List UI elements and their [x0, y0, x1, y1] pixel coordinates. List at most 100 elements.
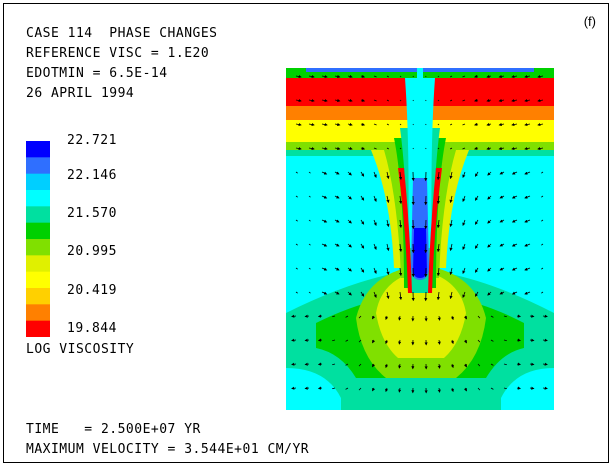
- velocity-arrow: [360, 243, 365, 249]
- velocity-arrow: [436, 243, 440, 253]
- velocity-arrow: [503, 315, 507, 318]
- velocity-arrow: [541, 291, 544, 294]
- velocity-arrow: [321, 98, 328, 103]
- velocity-arrow: [291, 314, 297, 318]
- velocity-arrow: [462, 243, 466, 251]
- velocity-arrow: [304, 362, 310, 366]
- velocity-arrow: [477, 339, 481, 343]
- velocity-arrow: [304, 386, 310, 390]
- velocity-arrow: [437, 387, 441, 393]
- velocity-arrow: [537, 122, 544, 127]
- velocity-arrow: [474, 171, 479, 177]
- colorbar-tick-2: 22.146: [67, 168, 117, 183]
- velocity-arrow: [308, 219, 311, 222]
- date: 26 APRIL 1994: [26, 86, 135, 101]
- velocity-arrow: [524, 74, 531, 79]
- velocity-arrow: [360, 171, 365, 177]
- velocity-arrow: [490, 339, 494, 342]
- velocity-arrow: [529, 338, 535, 342]
- velocity-arrow: [524, 122, 531, 127]
- velocity-arrow: [360, 267, 365, 273]
- velocity-arrow: [449, 195, 453, 204]
- velocity-arrow: [295, 219, 298, 222]
- velocity-arrow: [516, 314, 521, 318]
- velocity-arrow: [516, 386, 521, 390]
- velocity-arrow: [450, 123, 453, 126]
- velocity-arrow: [503, 387, 507, 390]
- velocity-arrow: [529, 386, 535, 390]
- header-block: CASE 114 PHASE CHANGES REFERENCE VISC = 1…: [26, 24, 218, 104]
- velocity-arrow: [373, 267, 377, 274]
- velocity-arrow: [358, 339, 362, 343]
- velocity-arrow: [317, 314, 323, 318]
- velocity-arrow: [450, 363, 454, 369]
- velocity-arrow: [398, 339, 402, 345]
- colorbar-tick-1: 22.721: [67, 133, 117, 148]
- velocity-arrow: [487, 291, 492, 296]
- velocity-arrow: [386, 99, 389, 102]
- velocity-arrow: [304, 314, 310, 318]
- velocity-arrow: [490, 363, 494, 366]
- velocity-arrow: [486, 74, 492, 78]
- colorbar: [26, 141, 50, 337]
- velocity-arrow: [450, 99, 453, 102]
- velocity-arrow: [462, 291, 466, 299]
- velocity-arrow: [360, 219, 365, 225]
- velocity-arrow: [463, 363, 467, 368]
- velocity-arrow: [347, 146, 353, 150]
- velocity-arrow: [537, 74, 544, 79]
- velocity-arrow: [334, 74, 341, 79]
- velocity-arrow: [450, 315, 454, 321]
- velocity-arrow: [295, 122, 302, 127]
- velocity-arrow: [373, 291, 377, 298]
- velocity-arrow: [385, 315, 389, 321]
- velocity-arrow: [308, 243, 311, 246]
- velocity-arrow: [462, 267, 466, 275]
- velocity-arrow: [398, 387, 402, 393]
- velocity-arrow: [474, 243, 479, 249]
- velocity-arrow: [295, 74, 302, 79]
- velocity-arrow: [511, 267, 518, 271]
- velocity-arrow: [308, 267, 311, 270]
- velocity-arrow: [321, 171, 328, 175]
- velocity-arrow: [511, 146, 518, 151]
- velocity-arrow: [474, 291, 479, 297]
- velocity-arrow: [373, 219, 377, 226]
- velocity-arrow: [347, 74, 353, 78]
- colorbar-band: [26, 157, 50, 175]
- velocity-arrow: [477, 315, 481, 319]
- velocity-arrow: [295, 98, 302, 103]
- panel-label: (f): [583, 14, 596, 29]
- velocity-arrow: [498, 122, 505, 127]
- velocity-arrow: [511, 171, 518, 175]
- velocity-arrow: [372, 363, 376, 368]
- velocity-arrow: [347, 122, 353, 126]
- colorbar-band: [26, 255, 50, 273]
- velocity-arrow: [398, 315, 402, 321]
- velocity-arrow: [477, 363, 481, 367]
- velocity-arrow: [537, 146, 544, 151]
- velocity-arrow: [385, 363, 389, 369]
- velocity-arrow: [498, 98, 505, 103]
- velocity-arrow: [334, 267, 340, 271]
- velocity-arrow: [462, 147, 466, 150]
- velocity-arrow: [291, 386, 297, 390]
- velocity-arrow: [347, 219, 352, 224]
- velocity-arrow: [437, 99, 440, 102]
- velocity-arrow: [437, 339, 441, 345]
- velocity-arrow: [487, 171, 492, 176]
- velocity-arrow: [474, 146, 479, 150]
- velocity-arrow: [295, 146, 302, 151]
- velocity-arrow: [462, 219, 466, 227]
- velocity-arrow: [516, 338, 521, 342]
- velocity-arrow: [499, 243, 505, 247]
- velocity-arrow: [477, 387, 481, 391]
- velocity-arrow: [334, 98, 341, 103]
- velocity-arrow: [385, 387, 389, 393]
- velocity-arrow: [345, 339, 349, 342]
- velocity-arrow: [347, 98, 353, 102]
- velocity-arrow: [529, 314, 535, 318]
- velocity-arrow: [524, 195, 531, 199]
- velocity-arrow: [541, 195, 544, 198]
- velocity-arrow: [541, 219, 544, 222]
